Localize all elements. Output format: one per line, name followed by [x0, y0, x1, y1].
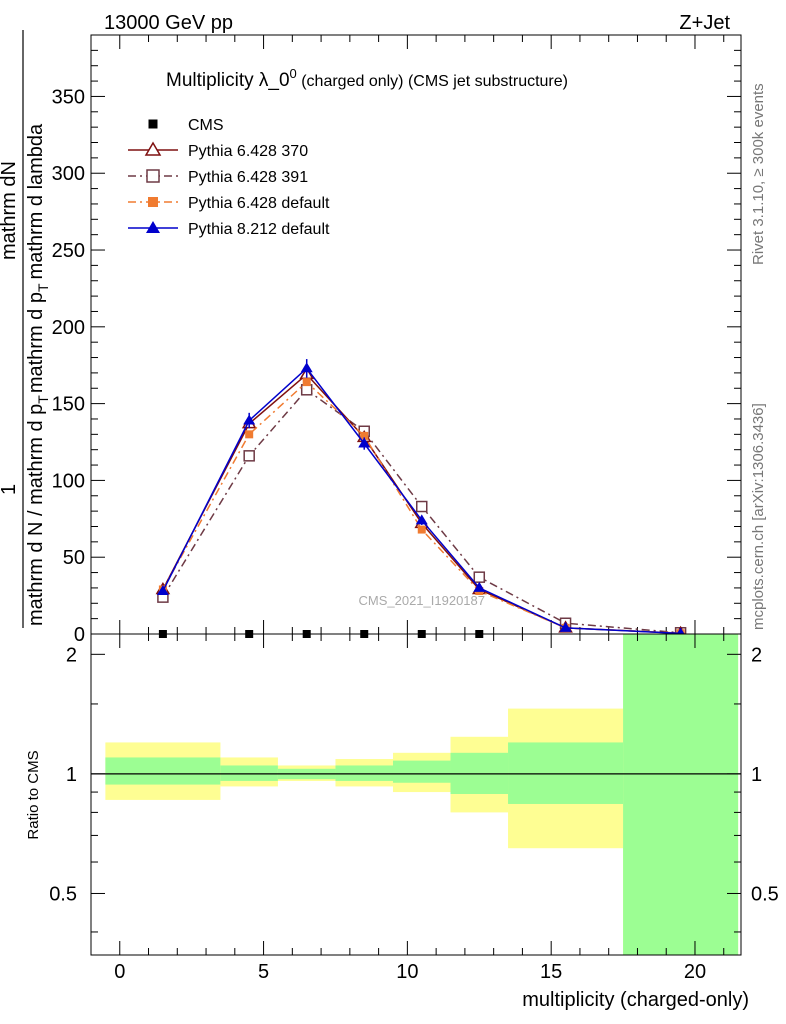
legend-label: Pythia 6.428 default	[188, 195, 330, 212]
legend-label: Pythia 8.212 default	[188, 221, 330, 238]
ratio-y-tick-label-right: 1	[751, 764, 762, 786]
legend-marker	[146, 169, 160, 183]
ylabel-numerator-2: mathrm dN	[0, 161, 20, 260]
header-energy-label: 13000 GeV pp	[104, 12, 233, 34]
stat-uncertainty-band	[105, 757, 221, 785]
ratio-y-axis: 0.5 0.5 1 1 2 2	[49, 644, 779, 933]
legend-marker	[148, 197, 158, 207]
legend-item: Pythia 6.428 default	[128, 195, 330, 212]
rivet-version-label: Rivet 3.1.10, ≥ 300k events	[750, 83, 767, 265]
legend-marker	[146, 221, 160, 233]
y-tick-label: 100	[52, 470, 85, 492]
legend-item: Pythia 8.212 default	[128, 221, 330, 238]
ratio-y-tick-label: 2	[66, 644, 77, 666]
ylabel-denominator: mathrm d N / mathrm d pTmathrm d pTmathr…	[25, 123, 51, 626]
chart-title-main: Multiplicity λ_0	[166, 70, 290, 91]
legend-item: Pythia 6.428 391	[128, 169, 308, 186]
stat-uncertainty-band	[508, 742, 624, 804]
x-tick-label: 15	[540, 961, 562, 983]
legend-marker	[144, 141, 162, 156]
data-point	[243, 450, 255, 462]
mcplots-reference-label: mcplots.cern.ch [arXiv:1306.3436]	[750, 403, 767, 630]
data-point	[302, 378, 311, 387]
data-point	[473, 571, 486, 583]
ratio-y-tick-label: 1	[66, 764, 77, 786]
stat-uncertainty-band	[623, 634, 739, 955]
x-axis-label: multiplicity (charged-only)	[522, 989, 749, 1011]
ratio-y-axis-label: Ratio to CMS	[25, 750, 42, 839]
ratio-y-tick-label-right: 2	[751, 644, 762, 666]
y-tick-label: 350	[52, 86, 85, 108]
y-tick-label: 300	[52, 163, 85, 185]
ratio-y-tick-label: 0.5	[49, 883, 77, 905]
header-process-label: Z+Jet	[679, 12, 730, 34]
ratio-y-tick-label-right: 0.5	[751, 883, 779, 905]
data-point	[243, 414, 256, 425]
chart-title-tail: (charged only) (CMS jet substructure)	[297, 73, 568, 90]
y-tick-label: 0	[74, 624, 85, 646]
chart-title-sup: 0	[290, 66, 297, 81]
main-y-axis-label: 1 mathrm dN mathrm d N / mathrm d pTmath…	[0, 30, 51, 628]
legend-label: Pythia 6.428 370	[188, 143, 308, 160]
data-point	[245, 430, 254, 439]
y-tick-label: 50	[63, 547, 85, 569]
ratio-x-axis: 0 5 10 15 20	[90, 634, 725, 983]
stat-uncertainty-band	[220, 765, 278, 781]
y-tick-label: 200	[52, 317, 85, 339]
series-line	[162, 388, 681, 634]
stat-uncertainty-band	[335, 765, 393, 781]
main-y-axis: 0 50 100 150 200 250 300 350	[52, 49, 741, 646]
chart-title: Multiplicity λ_00 (charged only) (CMS je…	[166, 66, 568, 91]
x-tick-label: 0	[114, 961, 125, 983]
ratio-plot-panel: 0.5 0.5 1 1 2 2 0 5 10 15 20 Ratio to CMS multipl…	[25, 633, 779, 1011]
x-tick-label: 20	[684, 961, 706, 983]
data-point	[417, 525, 426, 534]
data-point	[156, 584, 169, 595]
x-tick-label: 5	[258, 961, 269, 983]
x-tick-label: 10	[396, 961, 418, 983]
legend-label: CMS	[188, 117, 224, 134]
analysis-watermark: CMS_2021_I1920187	[359, 593, 486, 608]
legend-label: Pythia 6.428 391	[188, 169, 308, 186]
data-point	[416, 500, 428, 513]
stat-uncertainty-band	[392, 760, 451, 783]
data-point	[473, 581, 486, 592]
y-tick-label: 150	[52, 394, 85, 416]
data-point	[360, 431, 369, 440]
series-line	[162, 367, 681, 635]
legend-marker	[148, 119, 158, 129]
ratio-uncertainty-bands	[91, 634, 741, 955]
legend-item: CMS	[148, 117, 224, 134]
data-point	[415, 514, 428, 525]
data-point	[559, 621, 572, 632]
ratio-plot-frame	[90, 633, 742, 956]
legend-item: Pythia 6.428 370	[128, 141, 308, 160]
y-tick-label: 250	[52, 240, 85, 262]
data-point	[358, 437, 371, 448]
legend: CMS Pythia 6.428 370 Pythia 6.428 391 Pythi…	[128, 117, 330, 238]
data-point	[300, 384, 313, 396]
ylabel-numerator-1: 1	[0, 484, 20, 495]
data-point	[300, 362, 313, 373]
